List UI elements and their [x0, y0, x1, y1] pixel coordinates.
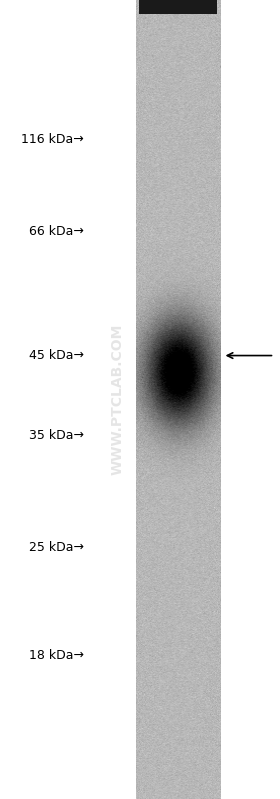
Text: 116 kDa→: 116 kDa→ [21, 133, 84, 146]
Text: 18 kDa→: 18 kDa→ [29, 649, 84, 662]
Text: WWW.PTCLAB.COM: WWW.PTCLAB.COM [111, 324, 125, 475]
Text: 45 kDa→: 45 kDa→ [29, 349, 84, 362]
Bar [139, 0, 217, 14]
Text: 35 kDa→: 35 kDa→ [29, 429, 84, 442]
Text: 66 kDa→: 66 kDa→ [29, 225, 84, 238]
Text: 25 kDa→: 25 kDa→ [29, 541, 84, 554]
